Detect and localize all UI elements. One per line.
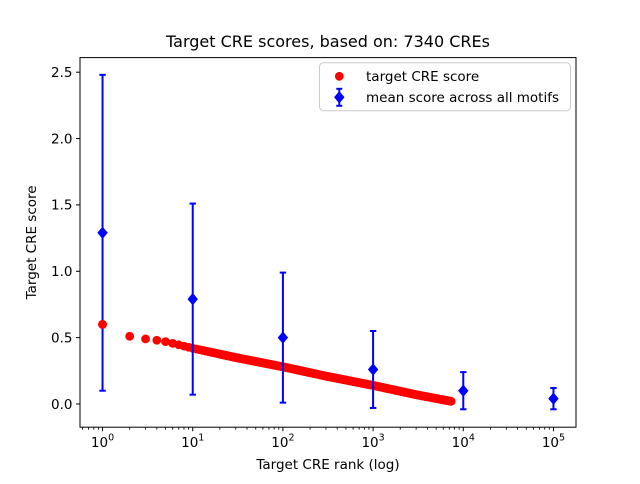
mean-score-errorbars — [97, 73, 559, 411]
x-tick-label: 105 — [542, 433, 565, 452]
x-tick-label: 103 — [361, 433, 384, 452]
y-tick-label: 1.0 — [51, 264, 72, 280]
red-point — [141, 334, 150, 344]
x-tick-label: 101 — [181, 433, 204, 452]
plot-frame — [79, 57, 577, 428]
y-tick-label: 1.5 — [51, 198, 72, 214]
y-tick-label: 0.0 — [51, 397, 72, 413]
mean-diamond-marker — [187, 292, 198, 306]
y-tick-label: 2.5 — [51, 65, 72, 81]
mean-diamond-marker — [97, 226, 108, 239]
red-point-rank1 — [98, 319, 107, 329]
red-point — [125, 331, 135, 341]
red-point — [152, 335, 162, 345]
target-score-rank1-point — [98, 319, 107, 329]
mean-diamond-marker — [458, 384, 469, 397]
legend-mean-diamond-icon — [334, 87, 345, 107]
legend: target CRE score mean score across all m… — [319, 62, 571, 112]
x-axis-label: Target CRE rank (log) — [255, 457, 399, 473]
legend-target-circle-icon — [334, 71, 344, 81]
chart-title: Target CRE scores, based on: 7340 CREs — [165, 32, 490, 51]
mean-diamond-marker — [367, 363, 379, 376]
target-score-points — [98, 319, 456, 406]
x-tick-label: 104 — [452, 433, 475, 452]
red-point — [161, 337, 170, 347]
mean-diamond-marker — [277, 331, 289, 344]
legend-box — [319, 62, 571, 112]
red-point — [446, 396, 456, 406]
x-axis-ticks: 100 101 102 103 104 105 — [82, 427, 565, 452]
y-tick-label: 2.0 — [51, 131, 72, 147]
legend-entry-mean: mean score across all motifs — [366, 90, 559, 106]
y-tick-label: 0.5 — [51, 330, 72, 346]
y-axis-label: Target CRE score — [24, 185, 40, 300]
legend-entry-target: target CRE score — [366, 69, 479, 85]
x-tick-label: 100 — [91, 433, 114, 452]
mean-diamond-marker — [548, 392, 559, 405]
y-axis-ticks: 0.0 0.5 1.0 1.5 2.0 2.5 — [51, 65, 80, 413]
x-tick-label: 102 — [271, 433, 294, 452]
